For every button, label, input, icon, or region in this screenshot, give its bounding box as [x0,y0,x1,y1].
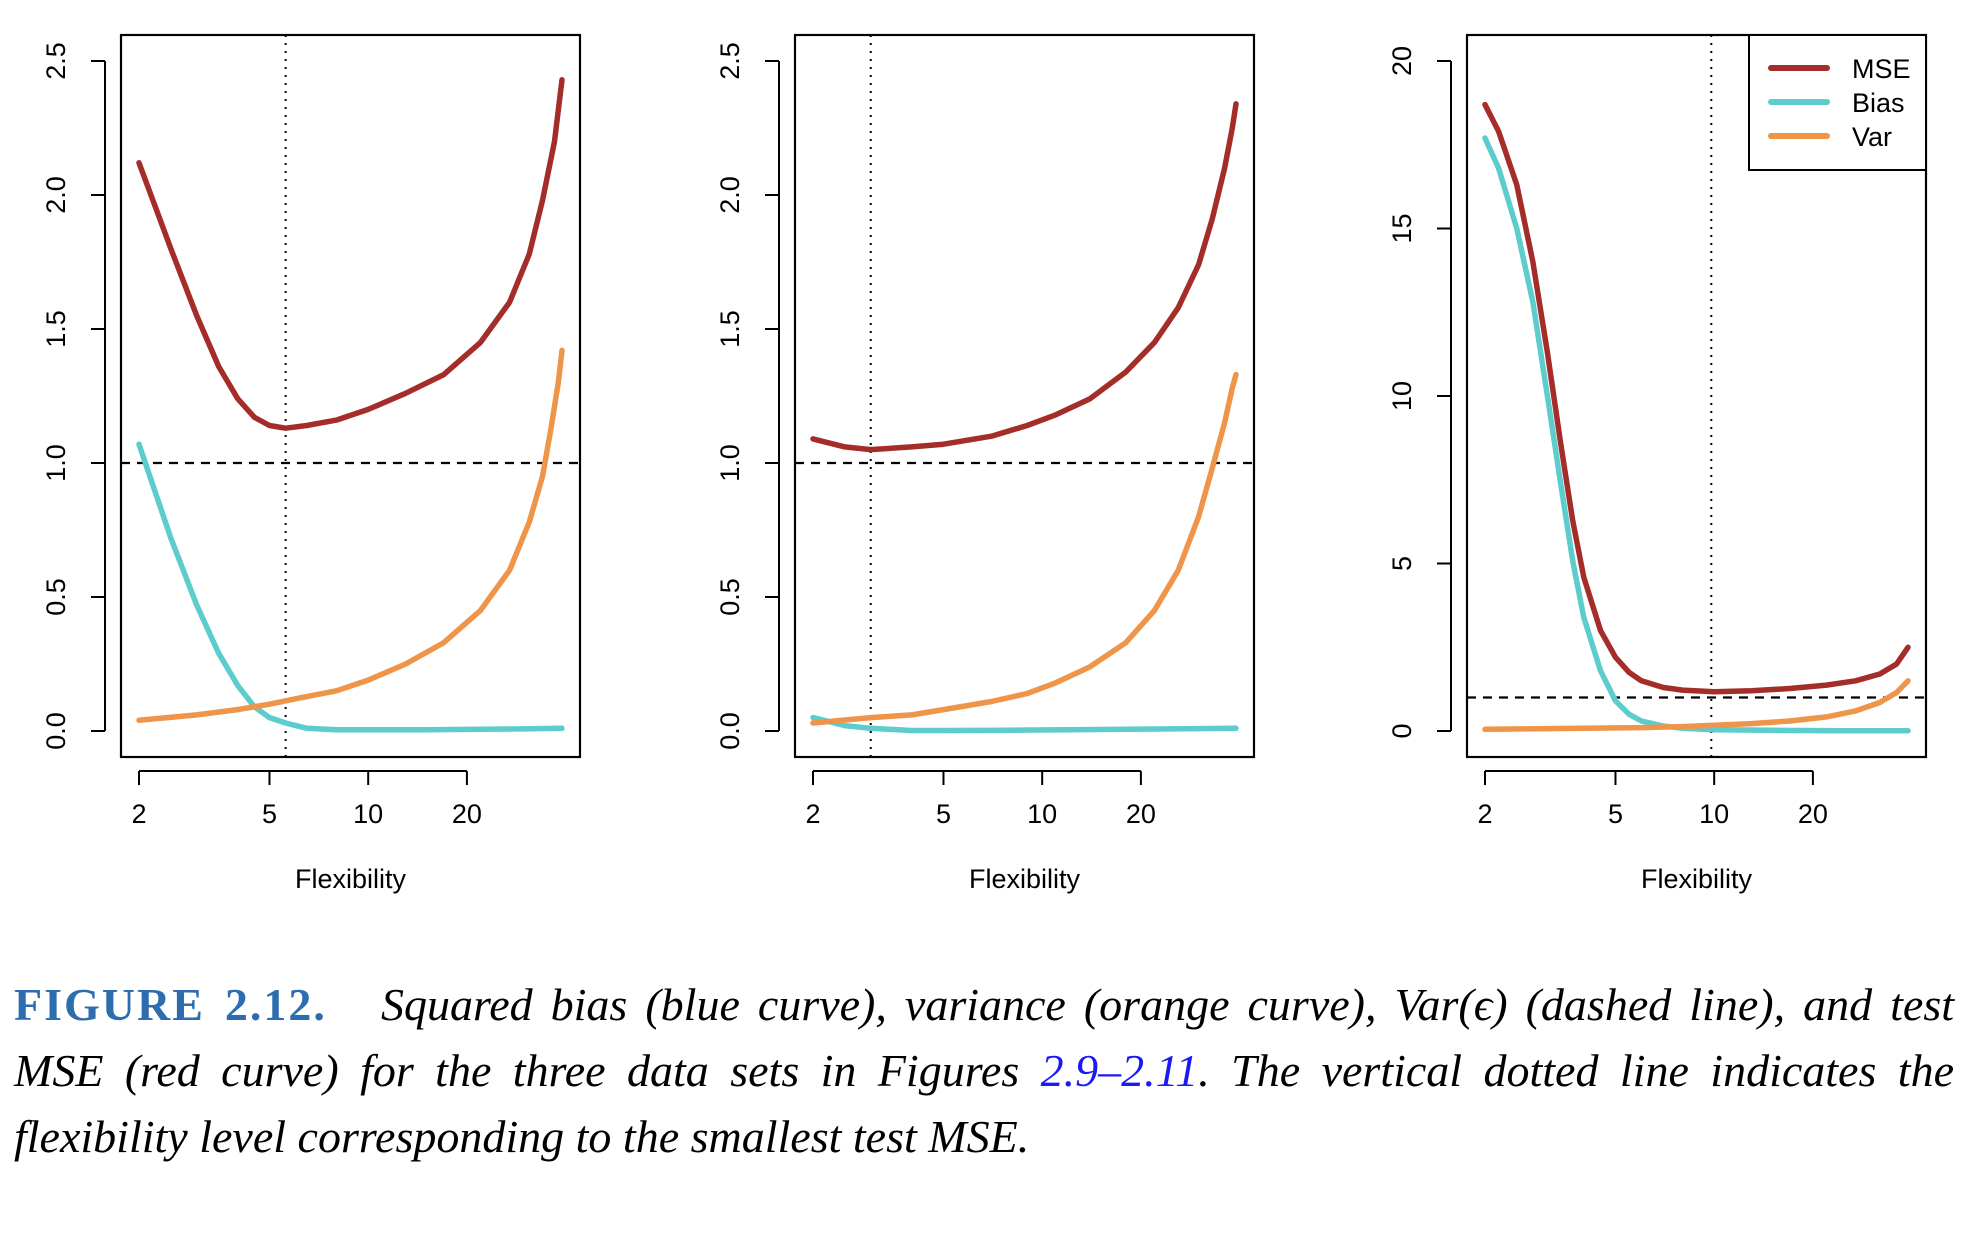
x-tick-label: 2 [131,799,146,829]
y-tick-label: 15 [1387,213,1417,243]
y-tick-label: 1.0 [41,444,71,482]
panel-left: 2 5 10 20 Flexibility 0.0 0.5 1.0 1.5 2.0 2.5 [41,33,582,894]
bias-curve [810,714,1239,734]
y-tick-label: 0.0 [715,712,745,750]
y-tick-label: 10 [1387,381,1417,411]
figure-caption: FIGURE 2.12. Squared bias (blue curve), … [14,972,1954,1170]
y-tick-label: 0.5 [41,578,71,616]
y-tick-label: 5 [1387,556,1417,571]
x-tick-label: 2 [805,799,820,829]
caption-text-b: . The vertical dotted line indicates the… [14,1045,1954,1162]
caption-text-a: Squared bias (blue curve), variance (ora… [14,979,1955,1096]
x-tick-label: 5 [936,799,951,829]
x-tick-label: 10 [1699,799,1729,829]
y-tick-label: 2.5 [715,42,745,80]
legend-label-var: Var [1852,122,1892,152]
plot-frame [793,33,1256,759]
panel-middle: 2 5 10 20 Flexibility 0.0 0.5 1.0 1.5 2.0 2.5 [715,33,1256,894]
x-tick-label: 10 [353,799,383,829]
x-tick-label: 2 [1477,799,1492,829]
x-tick-label: 5 [1608,799,1623,829]
mse-curve [136,77,565,431]
y-tick-label: 2.5 [41,42,71,80]
x-tick-label: 20 [1798,799,1828,829]
y-tick-label: 2.0 [715,176,745,214]
x-tick-label: 10 [1027,799,1057,829]
plot-frame [1465,33,1928,759]
y-tick-label: 1.5 [715,310,745,348]
var-curve [1482,678,1911,733]
x-tick-label: 20 [452,799,482,829]
y-tick-label: 2.0 [41,176,71,214]
x-tick-label: 20 [1126,799,1156,829]
bias-curve [1482,135,1911,734]
mse-curve [810,101,1239,453]
y-tick-label: 1.0 [715,444,745,482]
figure-label: FIGURE 2.12. [14,979,327,1030]
legend-label-bias: Bias [1852,88,1905,118]
plot-frame [119,33,582,759]
y-tick-label: 0.5 [715,578,745,616]
var-curve [810,371,1239,726]
x-axis-label: Flexibility [1641,864,1753,894]
mse-curve [1482,101,1911,695]
panel-right: 2 5 10 20 Flexibility 0 5 10 15 20 MSE Bias Var [1387,33,1928,894]
y-tick-label: 1.5 [41,310,71,348]
y-tick-label: 0 [1387,723,1417,738]
var-curve [136,347,565,724]
x-tick-label: 5 [262,799,277,829]
y-tick-label: 20 [1387,46,1417,76]
figure-reference-link[interactable]: 2.9–2.11 [1040,1045,1199,1096]
legend: MSE Bias Var [1748,34,1927,171]
x-axis-label: Flexibility [295,864,407,894]
y-tick-label: 0.0 [41,712,71,750]
x-axis-label: Flexibility [969,864,1081,894]
bias-curve [136,441,565,733]
legend-label-mse: MSE [1852,54,1911,84]
